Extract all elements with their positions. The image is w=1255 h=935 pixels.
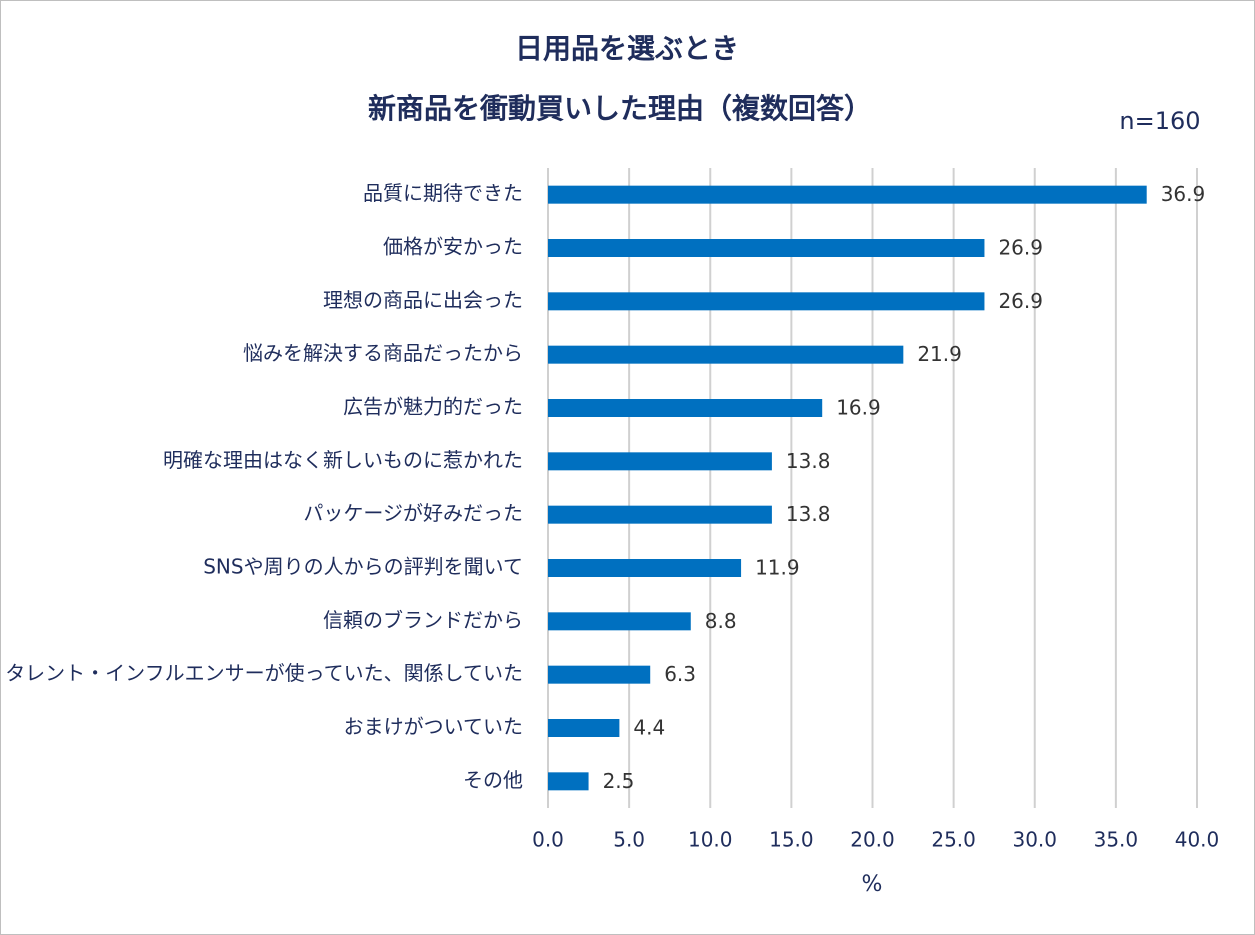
chart-subtitle: 新商品を衝動買いした理由（複数回答） [368,92,872,125]
bar [548,292,985,311]
y-tick-label: タレント・インフルエンサーが使っていた、関係していた [5,661,523,685]
y-tick-label: 品質に期待できた [363,181,523,205]
data-label: 13.8 [786,502,831,526]
y-tick-label: 理想の商品に出会った [323,288,523,312]
data-label: 16.9 [836,396,881,420]
data-label: 11.9 [755,556,800,580]
data-label: 26.9 [998,236,1043,260]
data-label: 4.4 [633,716,665,740]
x-tick-label: 40.0 [1175,828,1220,852]
bar [548,719,620,737]
bar [548,772,589,791]
x-tick-label: 10.0 [688,828,733,852]
bar [548,665,651,684]
x-tick-label: 25.0 [931,828,976,852]
data-label: 21.9 [917,342,962,366]
y-tick-label: 信頼のブランドだから [323,608,523,632]
y-tick-label: SNSや周りの人からの評判を聞いて [203,555,523,579]
y-tick-label: 価格が安かった [383,235,523,259]
bar [548,239,985,257]
data-label: 13.8 [786,449,831,473]
x-tick-label: 5.0 [613,828,645,852]
bar [548,399,823,417]
data-label: 36.9 [1161,182,1206,206]
bar [548,345,904,364]
y-tick-label: 広告が魅力的だった [343,395,523,419]
bar [548,452,772,471]
x-tick-label: 0.0 [532,828,564,852]
y-tick-label: パッケージが好みだった [303,501,523,525]
x-tick-label: 30.0 [1012,828,1057,852]
data-label: 8.8 [705,609,737,633]
y-tick-label: 明確な理由はなく新しいものに惹かれた [163,448,523,472]
y-tick-label: その他 [463,768,523,792]
chart-title: 日用品を選ぶとき [515,32,739,65]
x-tick-label: 15.0 [769,828,814,852]
x-tick-label: 35.0 [1094,828,1139,852]
y-tick-label: おまけがついていた [344,715,523,739]
bar [548,185,1147,204]
x-tick-label: 20.0 [850,828,895,852]
bar [548,559,742,577]
x-axis-label: % [862,872,883,897]
bar [548,612,691,631]
sample-size: n=160 [1119,107,1200,135]
data-label: 2.5 [603,769,635,793]
bar [548,505,772,524]
y-tick-label: 悩みを解決する商品だったから [243,341,523,365]
data-label: 26.9 [998,289,1043,313]
data-label: 6.3 [664,662,696,686]
